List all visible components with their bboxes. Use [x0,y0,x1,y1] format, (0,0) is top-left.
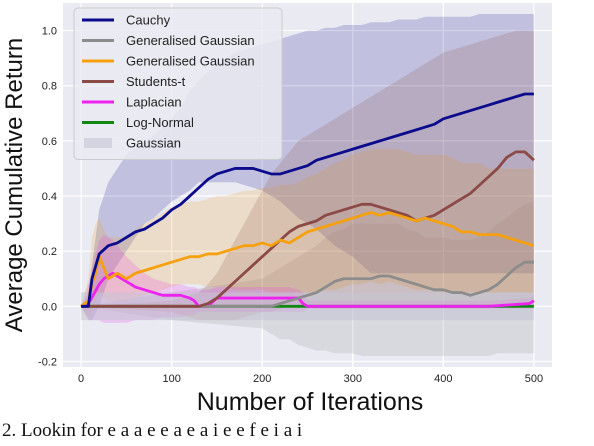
y-tick-label: 0.2 [42,246,57,258]
y-tick-label: 0.0 [42,301,57,313]
y-tick-labels: -0.2 0.0 0.2 0.4 0.6 0.8 1.0 [38,26,57,369]
legend-label: Students-t [126,74,186,89]
legend-label: Laplacian [126,95,182,110]
x-tick-label: 300 [344,373,362,385]
legend-label: Gaussian [126,136,181,151]
legend: Cauchy Generalised Gaussian Generalised Ga… [73,7,283,160]
band-students-t [81,30,534,321]
y-tick-label: -0.2 [38,356,57,368]
series-line-generalised-gaussian [81,260,534,308]
series-line-students-t [81,150,535,308]
legend-swatch [84,138,112,148]
y-tick-label: 1.0 [42,26,57,38]
x-tick-label: 400 [434,373,452,385]
x-axis-label: Number of Iterations [197,388,424,416]
legend-frame [73,7,283,160]
y-axis-label: Average Cumulative Return [1,38,28,332]
x-tick-labels: 0 100 200 300 400 500 [78,373,543,385]
y-tick-label: 0.8 [42,81,57,93]
x-tick-label: 0 [78,373,84,385]
band-generalised-gaussian [81,149,534,321]
y-tick-label: 0.6 [42,136,57,148]
x-tick-label: 100 [162,373,180,385]
series-line-generalised-gaussian [80,211,535,308]
legend-label: Generalised Gaussian [126,33,255,48]
figure-caption: 2. Lookin for e a a e e a e a i e e f e … [2,420,303,441]
series-line-cauchy [81,92,534,308]
y-tick-label: 0.4 [42,191,57,203]
x-tick-label: 500 [525,373,543,385]
legend-label: Log-Normal [126,115,194,130]
legend-label: Generalised Gaussian [126,54,255,69]
legend-label: Cauchy [126,13,171,28]
x-tick-label: 200 [253,373,271,385]
series-lines [80,92,535,308]
